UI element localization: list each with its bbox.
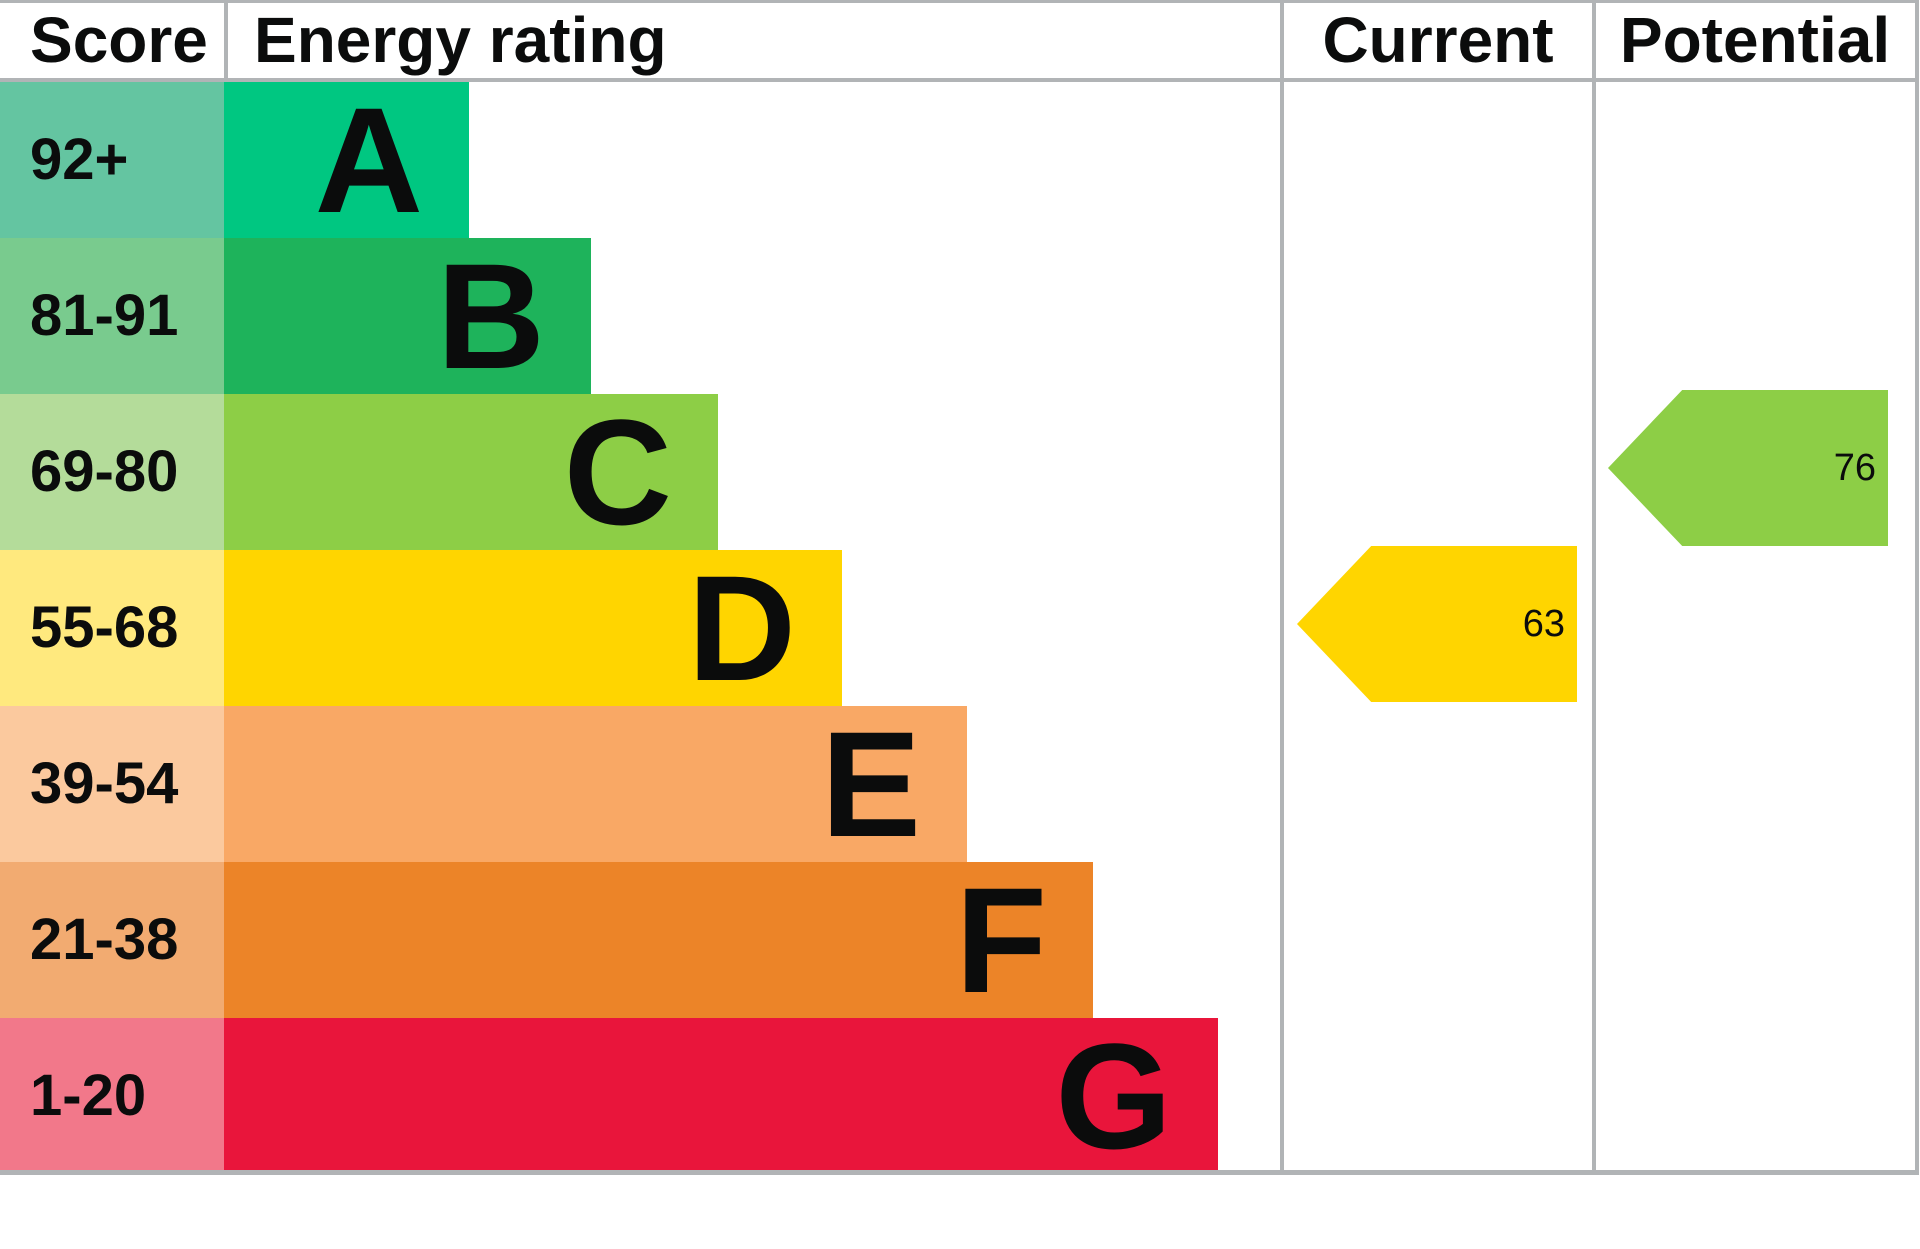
potential-column-divider [1592, 0, 1596, 1175]
score-range-b: 81-91 [0, 238, 224, 394]
rating-bar-c: C [224, 394, 718, 550]
score-range-a: 92+ [0, 82, 224, 238]
table-top-border [0, 0, 1919, 3]
rating-bar-g: G [224, 1018, 1218, 1174]
band-row-a: 92+ A [0, 82, 1920, 238]
score-range-d: 55-68 [0, 550, 224, 706]
header-bottom-border [0, 78, 1919, 82]
table-bottom-border [0, 1170, 1919, 1175]
band-row-e: 39-54 E [0, 706, 1920, 862]
band-row-f: 21-38 F [0, 862, 1920, 1018]
rating-bar-e: E [224, 706, 967, 862]
rating-bar-d: D [224, 550, 842, 706]
current-rating-value: 63 [1522, 603, 1565, 645]
band-row-d: 55-68 D [0, 550, 1920, 706]
current-column-divider [1280, 0, 1284, 1175]
table-right-border [1915, 0, 1919, 1175]
rating-bar-b: B [224, 238, 591, 394]
score-column-header: Score [30, 4, 208, 76]
band-row-c: 69-80 C [0, 394, 1920, 550]
score-range-e: 39-54 [0, 706, 224, 862]
potential-column-header: Potential [1619, 4, 1891, 76]
score-range-c: 69-80 [0, 394, 224, 550]
rating-bar-a: A [224, 82, 469, 238]
rating-bar-f: F [224, 862, 1093, 1018]
score-range-g: 1-20 [0, 1018, 224, 1174]
band-row-g: 1-20 G [0, 1018, 1920, 1174]
energy-rating-column-header: Energy rating [254, 4, 667, 76]
current-column-header: Current [1322, 4, 1554, 76]
potential-rating-value: 76 [1833, 447, 1876, 489]
score-range-f: 21-38 [0, 862, 224, 1018]
score-column-divider [224, 0, 228, 82]
band-row-b: 81-91 B [0, 238, 1920, 394]
